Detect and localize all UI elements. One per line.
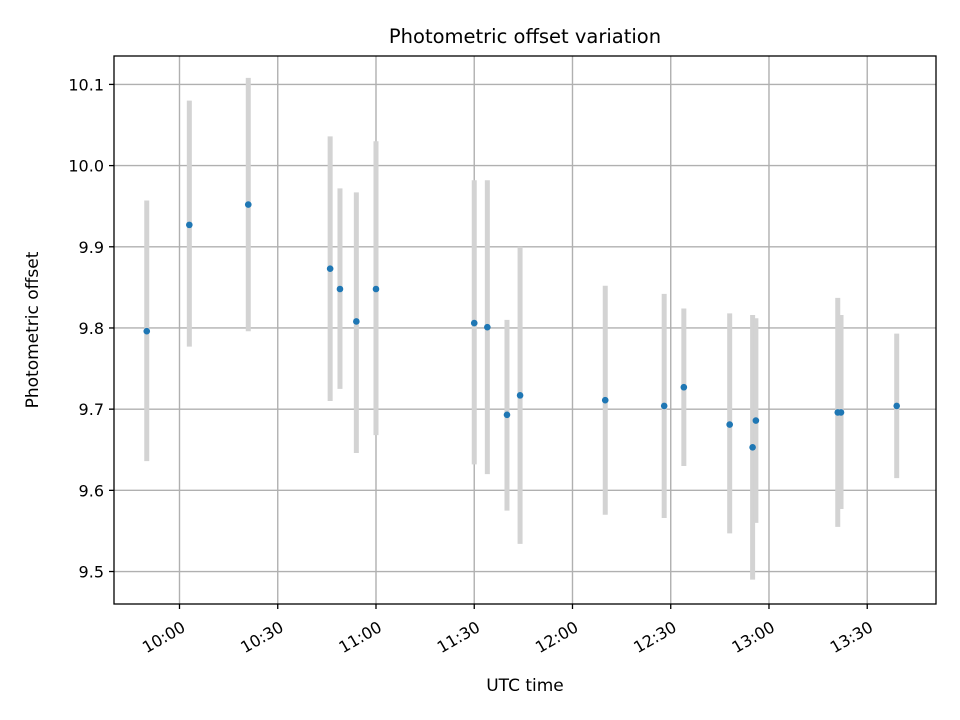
y-tick-label: 9.6 xyxy=(79,481,104,500)
data-point xyxy=(726,421,733,428)
data-point xyxy=(752,417,760,424)
y-tick-label: 9.8 xyxy=(79,319,104,338)
y-axis-title: Photometric offset xyxy=(23,251,43,408)
data-point xyxy=(143,327,151,335)
data-point xyxy=(470,319,478,327)
y-tick-label: 10.1 xyxy=(68,75,104,94)
data-point xyxy=(893,402,901,410)
y-tick-label: 9.5 xyxy=(79,563,104,582)
data-point xyxy=(680,383,688,391)
data-point xyxy=(372,285,380,293)
data-point xyxy=(503,411,511,419)
data-point xyxy=(837,409,845,416)
data-point xyxy=(516,392,524,399)
y-tick-label: 10.0 xyxy=(68,157,104,176)
data-point xyxy=(186,221,193,229)
point-layer xyxy=(143,201,901,451)
y-tick-label: 9.7 xyxy=(79,400,104,419)
data-point xyxy=(353,318,360,325)
data-point xyxy=(749,444,756,451)
data-point xyxy=(601,396,609,404)
data-point xyxy=(244,201,252,208)
y-tick-label: 9.9 xyxy=(79,238,104,257)
plot-frame xyxy=(113,55,937,605)
data-point xyxy=(326,265,334,273)
plot-area xyxy=(114,56,936,604)
data-point xyxy=(336,285,344,293)
x-axis-title: UTC time xyxy=(486,676,564,696)
chart-title: Photometric offset variation xyxy=(389,25,661,48)
data-point xyxy=(484,323,491,331)
data-point xyxy=(660,402,668,410)
